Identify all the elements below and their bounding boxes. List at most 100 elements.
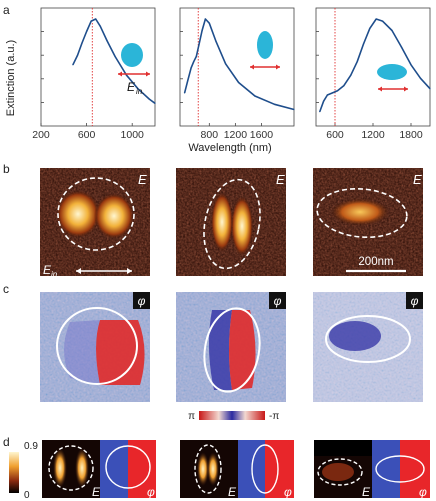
data-point bbox=[215, 40, 217, 42]
data-point bbox=[331, 92, 334, 94]
x-tick-label: 600 bbox=[78, 129, 96, 141]
extinction-curve bbox=[319, 18, 431, 112]
panel-label-a: a bbox=[3, 3, 10, 17]
plot-frame bbox=[179, 7, 295, 127]
data-point bbox=[369, 27, 371, 29]
e-label: E bbox=[362, 485, 371, 499]
simulation-pair-1: E φ bbox=[42, 440, 156, 499]
panel-label-d: d bbox=[3, 435, 10, 449]
data-point bbox=[336, 90, 339, 92]
data-point bbox=[195, 55, 197, 58]
e-label: E bbox=[228, 485, 237, 499]
phi-label: φ bbox=[419, 485, 427, 499]
e-label: E bbox=[92, 485, 101, 499]
data-point bbox=[225, 63, 227, 65]
map-label: φ bbox=[411, 294, 419, 308]
data-point bbox=[381, 20, 384, 22]
map-label: φ bbox=[274, 294, 282, 308]
particle-shape-icon bbox=[377, 64, 407, 80]
phase-map-2: φ bbox=[176, 292, 286, 402]
colorbar-right-label: -π bbox=[269, 411, 279, 422]
intensity-map-3: E 200nm bbox=[313, 168, 423, 276]
x-tick-label: 1000 bbox=[121, 129, 145, 141]
x-tick-label: 1800 bbox=[399, 129, 423, 141]
data-point bbox=[204, 18, 207, 20]
field-label: E bbox=[43, 263, 52, 277]
data-point bbox=[76, 54, 79, 57]
extinction-curve bbox=[183, 18, 295, 111]
data-point bbox=[350, 74, 352, 76]
data-point bbox=[86, 30, 88, 33]
data-point bbox=[193, 61, 195, 63]
simulation-pair-3: E φ bbox=[314, 440, 430, 499]
data-point bbox=[154, 102, 156, 104]
map-label: E bbox=[413, 172, 422, 187]
intensity-map-2: E bbox=[176, 168, 286, 276]
data-point bbox=[190, 67, 192, 69]
map-label: E bbox=[276, 172, 285, 187]
data-point bbox=[410, 64, 412, 66]
data-point bbox=[238, 81, 240, 84]
y-axis-label: Extinction (a.u.) bbox=[5, 40, 17, 116]
phase-map-3: φ bbox=[313, 292, 423, 402]
x-tick-label: 600 bbox=[326, 129, 344, 141]
data-point bbox=[429, 88, 431, 90]
map-label: E bbox=[138, 172, 147, 187]
intensity-map-1: E E in. bbox=[40, 168, 150, 279]
data-point bbox=[114, 55, 116, 58]
data-point bbox=[99, 25, 101, 27]
data-point bbox=[323, 100, 325, 102]
data-point bbox=[137, 88, 139, 90]
data-point bbox=[90, 20, 92, 22]
data-point bbox=[95, 18, 97, 20]
data-point bbox=[293, 108, 295, 111]
data-point bbox=[106, 40, 108, 42]
panel-label-b: b bbox=[3, 162, 10, 176]
particle-shape-icon bbox=[121, 43, 143, 67]
field-label: E bbox=[127, 80, 136, 94]
plot-frame bbox=[40, 7, 156, 127]
colorbar-left-label: π bbox=[188, 411, 195, 422]
extinction-plots: 200 600 1000 800 1200 1600 600 1200 1800 bbox=[32, 7, 431, 141]
x-tick-label: 1200 bbox=[224, 129, 248, 141]
data-point bbox=[72, 64, 74, 66]
field-label-sub: in. bbox=[51, 270, 59, 279]
data-point bbox=[187, 79, 189, 81]
data-point bbox=[319, 111, 321, 113]
particle-shape-icon bbox=[257, 31, 273, 59]
x-tick-label: 1600 bbox=[250, 129, 274, 141]
intensity-colorbar bbox=[9, 452, 19, 493]
x-tick-label: 1200 bbox=[361, 129, 385, 141]
data-point bbox=[198, 44, 200, 46]
data-point bbox=[356, 61, 358, 63]
data-point bbox=[326, 94, 328, 96]
data-point bbox=[419, 77, 422, 79]
data-point bbox=[183, 92, 186, 94]
phase-colorbar bbox=[199, 411, 265, 420]
data-point bbox=[375, 18, 377, 20]
data-point bbox=[148, 98, 150, 100]
data-point bbox=[391, 29, 393, 32]
data-point bbox=[343, 85, 345, 87]
map-label: φ bbox=[138, 294, 146, 308]
data-point bbox=[201, 29, 203, 32]
colorbar-max-label: 0.9 bbox=[24, 441, 38, 452]
x-tick-label: 800 bbox=[201, 129, 219, 141]
phase-map-1: φ bbox=[40, 292, 150, 402]
data-point bbox=[254, 95, 256, 97]
phi-label: φ bbox=[284, 485, 292, 499]
data-point bbox=[273, 103, 276, 105]
simulation-pair-2: E φ bbox=[180, 440, 294, 499]
panel-label-c: c bbox=[3, 282, 9, 296]
x-axis-label: Wavelength (nm) bbox=[188, 142, 271, 154]
data-point bbox=[400, 46, 403, 48]
phi-label: φ bbox=[147, 485, 155, 499]
data-point bbox=[208, 22, 210, 24]
data-point bbox=[125, 74, 128, 76]
scale-bar-label: 200nm bbox=[358, 256, 393, 268]
data-point bbox=[81, 42, 83, 44]
x-tick-label: 200 bbox=[32, 129, 50, 141]
colorbar-min-label: 0 bbox=[24, 490, 30, 501]
field-label-sub: in. bbox=[136, 87, 144, 96]
